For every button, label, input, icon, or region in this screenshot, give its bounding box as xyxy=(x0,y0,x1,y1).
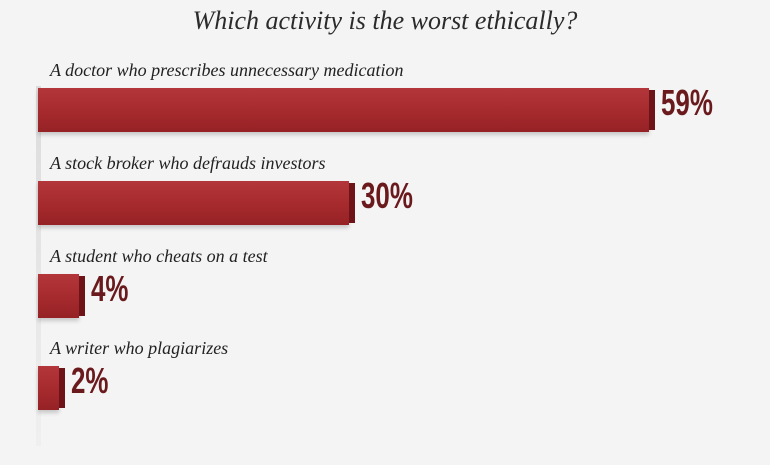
axis-shadow xyxy=(36,86,41,446)
value-label: 59% xyxy=(660,82,713,123)
value-label: 30% xyxy=(360,175,413,216)
bar-end-cap xyxy=(58,368,65,408)
category-label: A stock broker who defrauds investors xyxy=(50,153,326,173)
category-label: A writer who plagiarizes xyxy=(50,338,229,358)
category-label: A student who cheats on a test xyxy=(50,246,268,266)
bar xyxy=(38,274,86,318)
bar xyxy=(38,181,355,225)
chart-title: Which activity is the worst ethically? xyxy=(192,6,578,35)
bar-end-cap xyxy=(348,183,355,223)
bar xyxy=(38,88,655,132)
bar-end-cap xyxy=(79,276,86,316)
bar-end-cap xyxy=(648,90,655,130)
value-label: 2% xyxy=(70,360,109,401)
category-label: A doctor who prescribes unnecessary medi… xyxy=(50,60,404,80)
value-label: 4% xyxy=(91,268,129,309)
bar xyxy=(38,366,65,410)
